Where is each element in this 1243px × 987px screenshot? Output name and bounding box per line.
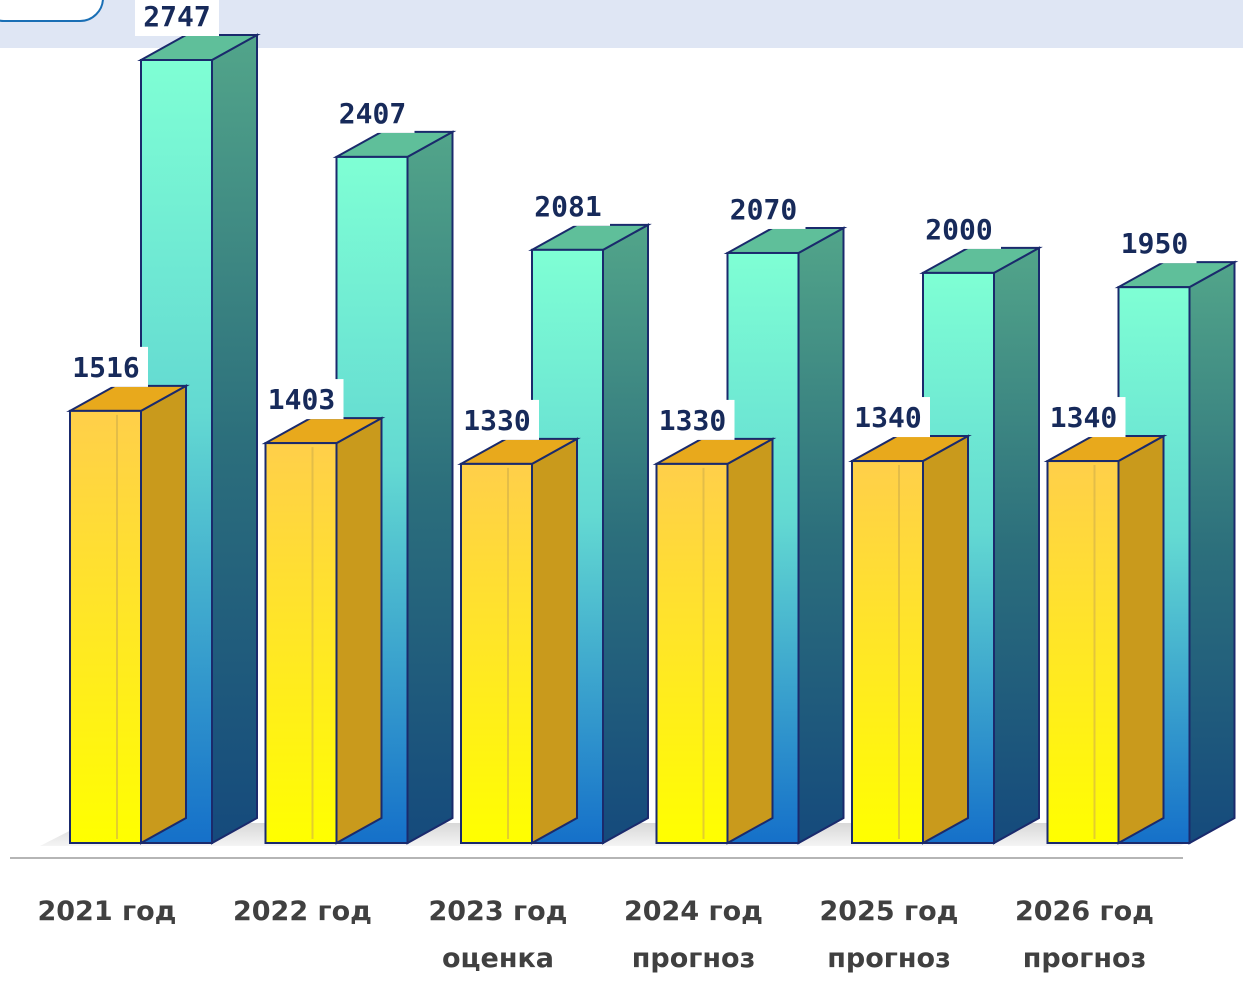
bar-front-face — [1046, 460, 1120, 844]
bar-front-face — [655, 462, 729, 844]
value-label-teal-3: 2081 — [534, 190, 601, 223]
value-label-bg-teal-6 — [1112, 223, 1197, 264]
value-label-bg-teal-5 — [917, 208, 1001, 249]
x-tick-label-6-line-2: прогноз — [1022, 943, 1147, 974]
bar-yellow-2 — [261, 416, 386, 845]
x-tick-label-5-line-2: прогноз — [827, 943, 951, 974]
x-tick-label-5-line-1: 2025 год — [819, 896, 959, 927]
bar-side-face — [993, 246, 1040, 845]
bar-front-face — [69, 409, 142, 844]
bar-side-face — [797, 226, 845, 845]
value-label-bg-teal-1 — [135, 0, 219, 36]
x-tick-label-6-line-1: 2026 год — [1014, 896, 1154, 927]
value-label-teal-6: 1950 — [1121, 227, 1188, 260]
value-label-bg-yellow-6 — [1041, 397, 1126, 438]
bar-side-face — [922, 434, 969, 845]
value-label-yellow-3: 1330 — [463, 404, 530, 437]
value-label-bg-yellow-5 — [846, 397, 930, 438]
bar-front-face — [851, 460, 924, 844]
bar-side-face — [726, 437, 774, 845]
value-label-bg-yellow-4 — [650, 399, 735, 440]
value-label-bg-teal-4 — [721, 188, 806, 229]
value-label-yellow-2: 1403 — [268, 383, 335, 416]
bar-side-face — [140, 384, 187, 845]
bar-front-face — [264, 442, 338, 844]
bar-side-face — [1188, 260, 1236, 845]
value-label-yellow-1: 1516 — [72, 351, 139, 384]
value-label-yellow-5: 1340 — [854, 401, 921, 434]
x-tick-label-3-line-1: 2023 год — [428, 896, 568, 927]
bar-side-face — [531, 437, 578, 845]
x-tick-label-4-line-2: прогноз — [631, 943, 756, 974]
x-tick-label-3-line-2: оценка — [441, 943, 555, 974]
bar-yellow-4 — [652, 437, 777, 845]
bar-side-face — [602, 223, 649, 845]
bar-side-face — [1117, 434, 1165, 845]
x-tick-label-2-line-1: 2022 год — [232, 896, 372, 927]
value-label-bg-yellow-2 — [259, 379, 344, 420]
value-label-yellow-4: 1330 — [659, 404, 726, 437]
bar-side-face — [406, 130, 454, 845]
x-tick-label-4-line-1: 2024 год — [623, 896, 763, 927]
value-label-bg-teal-2 — [330, 92, 415, 133]
value-label-teal-1: 2747 — [143, 0, 210, 33]
value-label-teal-2: 2407 — [339, 97, 406, 130]
value-label-teal-4: 2070 — [730, 193, 797, 226]
bar-front-face — [460, 462, 533, 844]
bar-yellow-3 — [457, 437, 581, 845]
bar-side-face — [211, 33, 258, 845]
bar-yellow-1 — [66, 384, 190, 845]
value-label-teal-5: 2000 — [925, 213, 992, 246]
x-tick-label-1-line-1: 2021 год — [37, 896, 177, 927]
value-label-yellow-6: 1340 — [1050, 401, 1117, 434]
bar-side-face — [335, 416, 383, 845]
bar-yellow-6 — [1043, 434, 1168, 845]
value-label-bg-teal-3 — [526, 185, 610, 226]
value-label-bg-yellow-1 — [64, 346, 148, 387]
value-label-bg-yellow-3 — [455, 399, 539, 440]
bar-yellow-5 — [848, 434, 972, 845]
